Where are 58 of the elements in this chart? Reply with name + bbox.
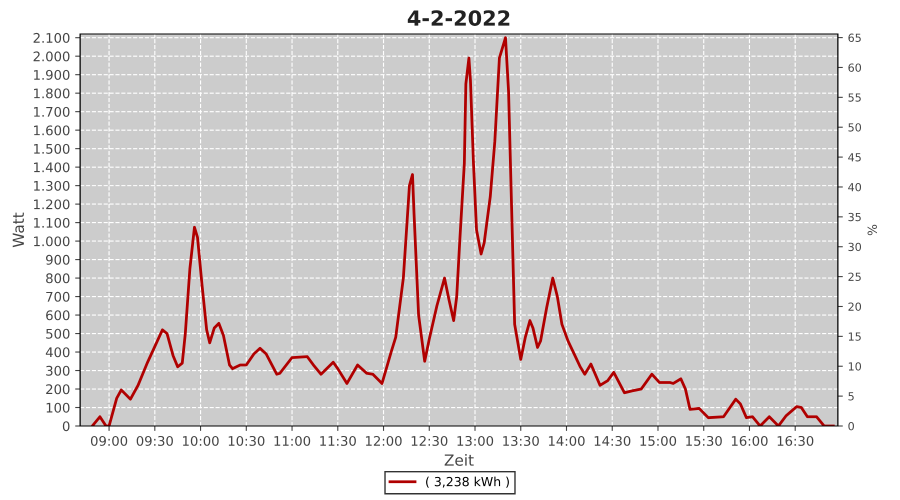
x-tick-label: 13:00 xyxy=(457,436,494,446)
y-tick-label: 400 xyxy=(46,347,70,358)
chart-title: 4-2-2022 xyxy=(408,10,510,26)
legend-label: ( 3,238 kWh ) xyxy=(426,476,509,488)
y2-tick-label: 35 xyxy=(848,212,861,222)
x-tick-label: 16:30 xyxy=(778,436,814,446)
y2-tick-label: 5 xyxy=(848,392,854,400)
y-tick-label: 1.600 xyxy=(34,125,70,136)
y-tick-label: 1.500 xyxy=(34,144,70,154)
y2-tick-label: 60 xyxy=(848,63,862,72)
y2-tick-label: 30 xyxy=(848,242,862,252)
y-tick-label: 700 xyxy=(46,292,70,302)
y-tick-label: 200 xyxy=(46,384,70,394)
y-tick-label: 1.400 xyxy=(34,162,70,172)
y2-tick-label: 45 xyxy=(848,153,861,162)
x-tick-label: 11:00 xyxy=(274,436,310,446)
x-tick-label: 16:00 xyxy=(732,436,768,446)
y2-tick-label: 15 xyxy=(848,332,861,341)
y2-tick-label: 55 xyxy=(848,93,861,102)
y-tick-label: 0 xyxy=(62,421,70,432)
y2-tick-label: 25 xyxy=(848,272,861,281)
x-tick-label: 15:00 xyxy=(640,436,676,446)
x-tick-label: 15:30 xyxy=(686,436,722,446)
y2-tick-label: 0 xyxy=(848,422,854,430)
x-tick-label: 14:00 xyxy=(548,436,585,446)
y2-tick-label: 20 xyxy=(848,302,862,311)
y-tick-label: 900 xyxy=(46,254,70,265)
x-tick-label: 12:00 xyxy=(366,436,402,446)
y-axis-title: Watt xyxy=(12,212,24,248)
x-tick-label: 11:30 xyxy=(320,436,356,446)
y2-tick-label: 10 xyxy=(848,362,862,371)
y2-tick-label: 40 xyxy=(848,182,862,192)
line-series xyxy=(90,36,835,426)
x-tick-label: 10:30 xyxy=(228,436,264,446)
y2-axis-title: % xyxy=(868,224,877,236)
x-tick-label: 10:00 xyxy=(182,436,219,446)
x-tick-label: 13:30 xyxy=(503,436,539,446)
y-tick-label: 100 xyxy=(46,402,70,413)
x-tick-label: 09:00 xyxy=(90,436,128,446)
x-axis-title: Zeit xyxy=(444,454,474,466)
y-tick-label: 1.000 xyxy=(34,236,70,246)
y-tick-label: 500 xyxy=(46,328,70,339)
y2-tick-label: 65 xyxy=(848,34,861,42)
y2-tick-label: 50 xyxy=(848,123,862,132)
y-tick-label: 300 xyxy=(46,366,70,376)
y-tick-label: 600 xyxy=(46,310,70,320)
y-tick-label: 1.700 xyxy=(34,106,70,117)
y-tick-label: 1.200 xyxy=(34,199,70,210)
x-tick-label: 09:30 xyxy=(136,436,173,446)
x-tick-label: 12:30 xyxy=(412,436,448,446)
y-tick-label: 1.800 xyxy=(34,88,70,98)
y-tick-label: 2.100 xyxy=(34,32,70,43)
y-tick-label: 2.000 xyxy=(34,51,70,62)
y-tick-label: 1.900 xyxy=(34,70,70,80)
y-tick-label: 1.300 xyxy=(34,180,70,191)
y-tick-label: 800 xyxy=(46,273,70,284)
y-tick-label: 1.100 xyxy=(34,218,70,228)
x-tick-label: 14:30 xyxy=(594,436,630,446)
